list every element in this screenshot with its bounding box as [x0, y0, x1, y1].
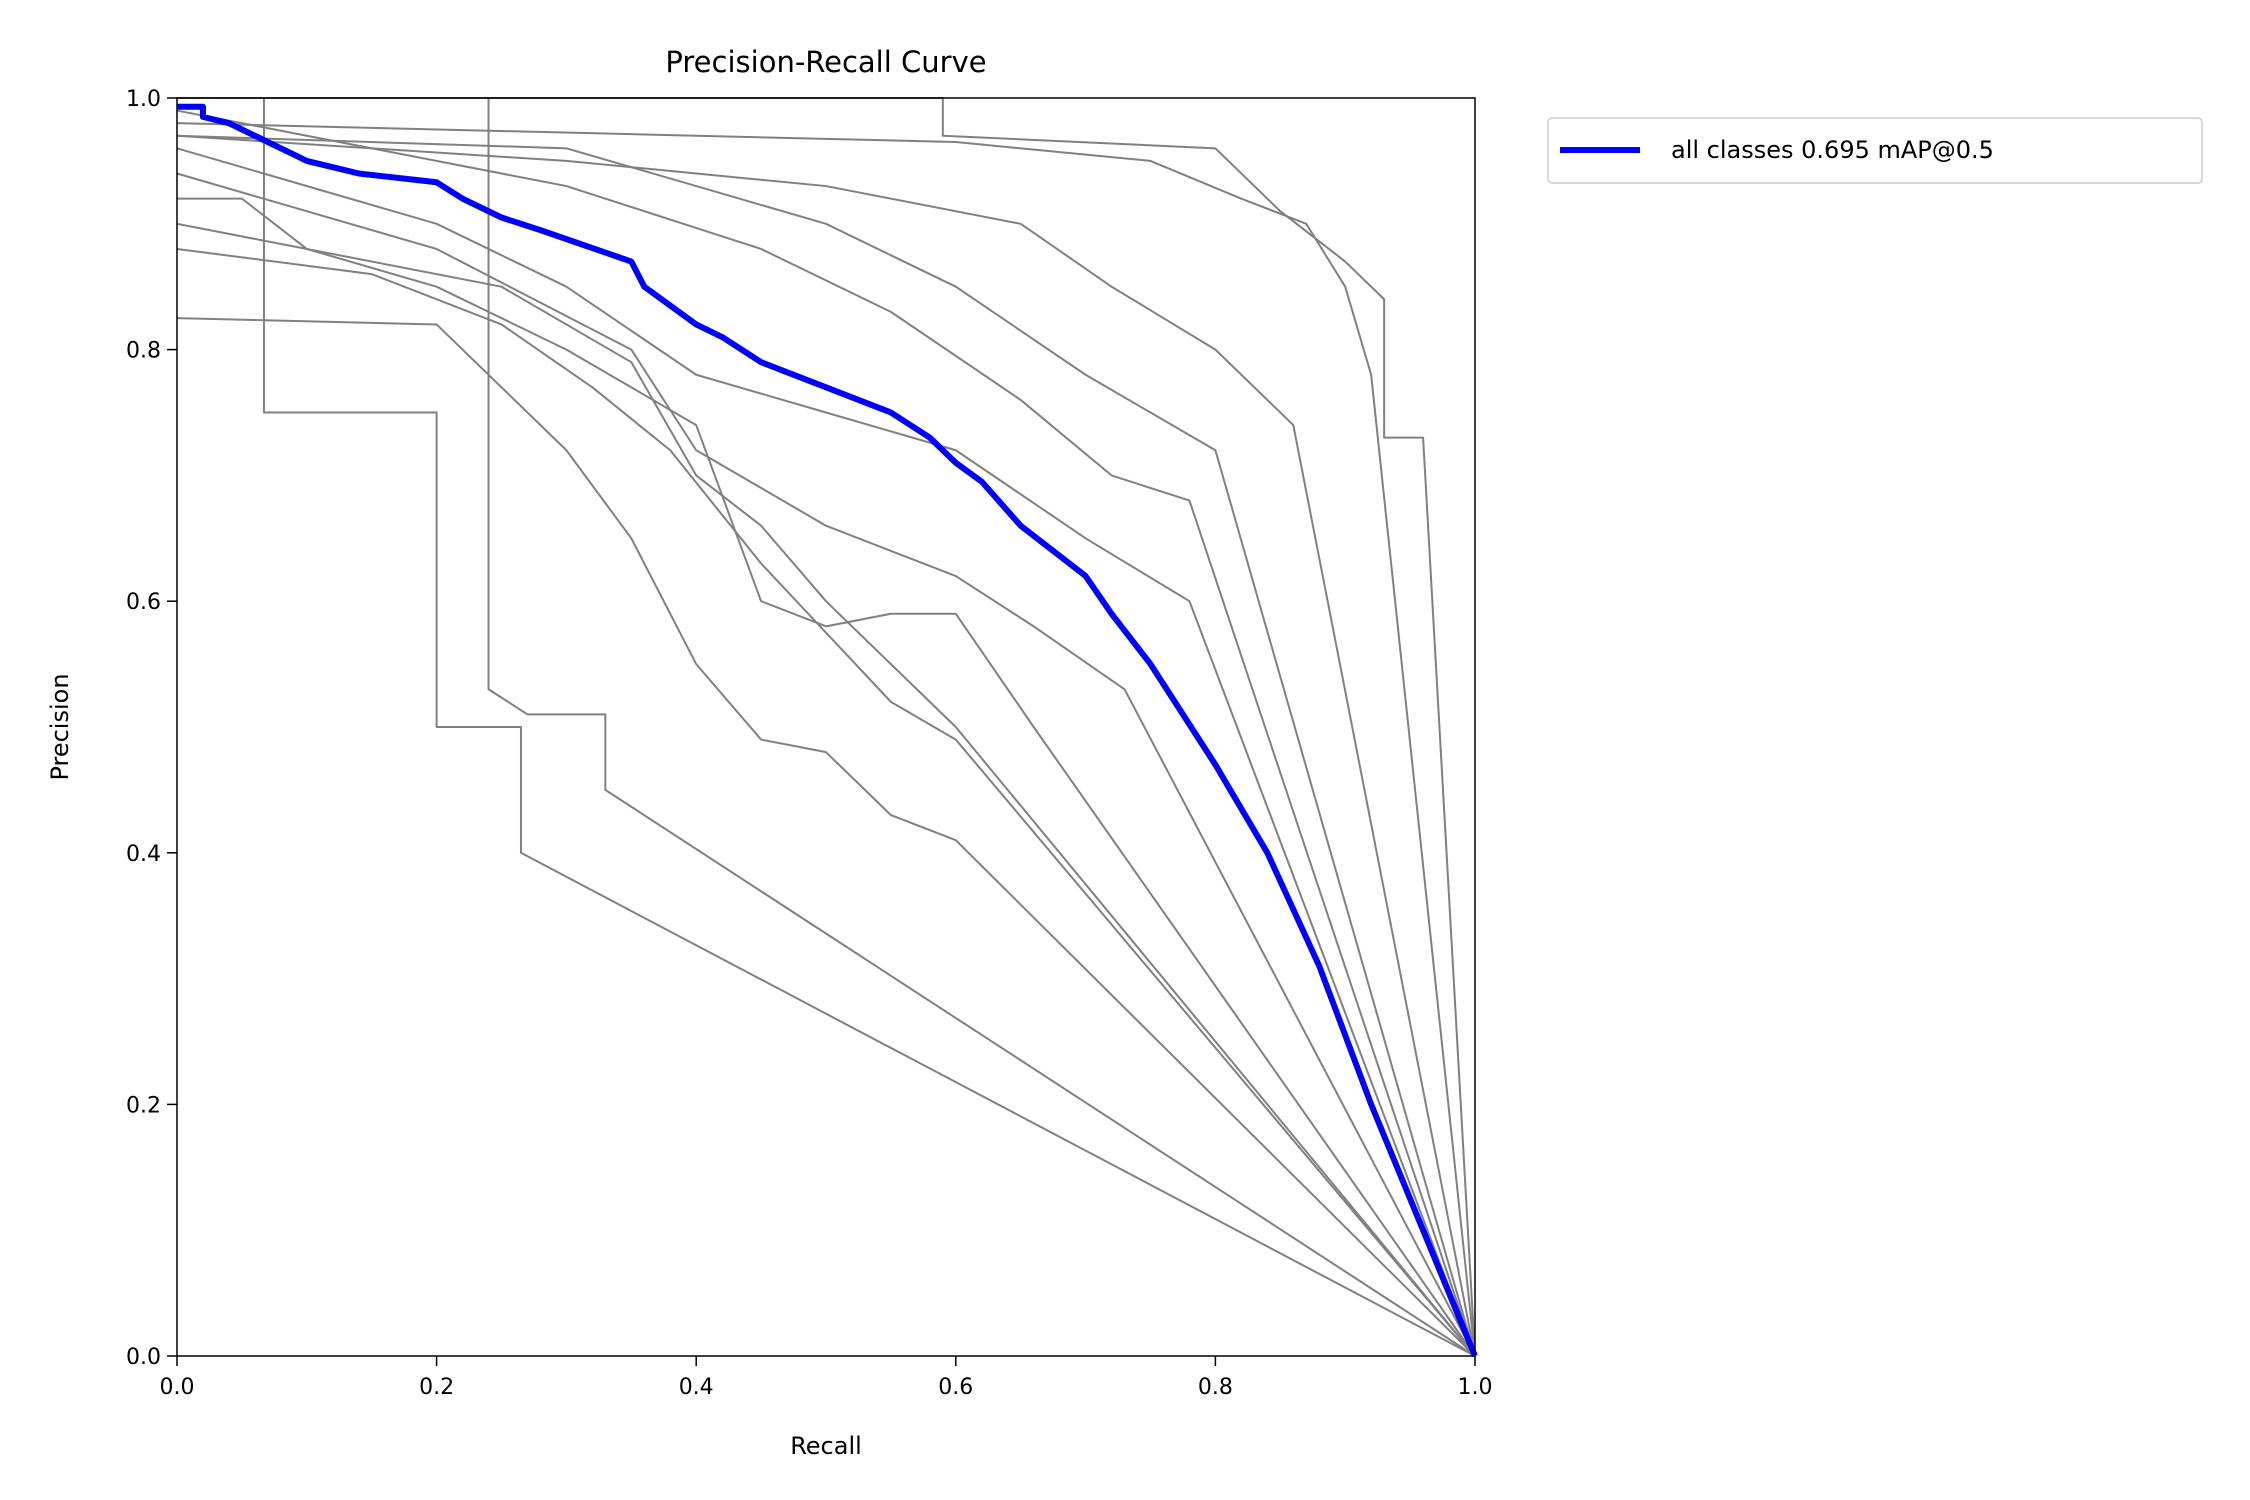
series-line-class-4: [177, 197, 1476, 1357]
y-tick-label: 0.2: [126, 1093, 161, 1118]
series-line-class-5: [176, 147, 1476, 1357]
series-line-class-7: [176, 122, 1476, 1357]
plot-frame: [176, 97, 1476, 1357]
series-line-class-11: [176, 222, 1476, 1357]
series-line-class-2: [177, 97, 1476, 1357]
y-tick-label: 0.4: [126, 842, 161, 867]
series-line-class-8: [177, 97, 1476, 1357]
y-tick-label: 0.6: [126, 590, 161, 615]
legend: all classes 0.695 mAP@0.5: [1547, 117, 2203, 184]
series-line-all-classes: [177, 103, 1478, 1358]
y-tick-label: 1.0: [126, 87, 161, 112]
x-tick-label: 0.8: [1198, 1375, 1233, 1400]
y-tick-label: 0.8: [126, 339, 161, 364]
x-tick-label: 1.0: [1458, 1375, 1493, 1400]
series-line-class-6: [176, 134, 1476, 1357]
legend-box: [1547, 117, 2203, 184]
x-tick-label: 0.4: [679, 1375, 714, 1400]
y-tick-label: 0.0: [126, 1345, 161, 1370]
series-line-class-3: [176, 317, 1476, 1357]
y-axis-label: Precision: [46, 673, 74, 780]
x-tick-label: 0.0: [160, 1375, 195, 1400]
series-line-class-10: [176, 172, 1476, 1357]
series-line-class-9: [176, 134, 1476, 1357]
x-axis-label: Recall: [790, 1432, 862, 1460]
series-line-class-12: [176, 109, 1476, 1357]
series-line-class-1: [177, 97, 1476, 1357]
x-tick-label: 0.6: [938, 1375, 973, 1400]
x-tick-label: 0.2: [419, 1375, 454, 1400]
series-line-class-13: [176, 247, 1476, 1357]
ticks-layer: 0.0 0.2 0.4 0.6 0.8 1.0 0.0 0.2 0.4 0.6 0.8 1.0: [126, 87, 1493, 1400]
series-layer: [176, 97, 1478, 1358]
legend-label-all-classes: all classes 0.695 mAP@0.5: [1671, 136, 1994, 164]
chart-title: Precision-Recall Curve: [665, 45, 986, 79]
